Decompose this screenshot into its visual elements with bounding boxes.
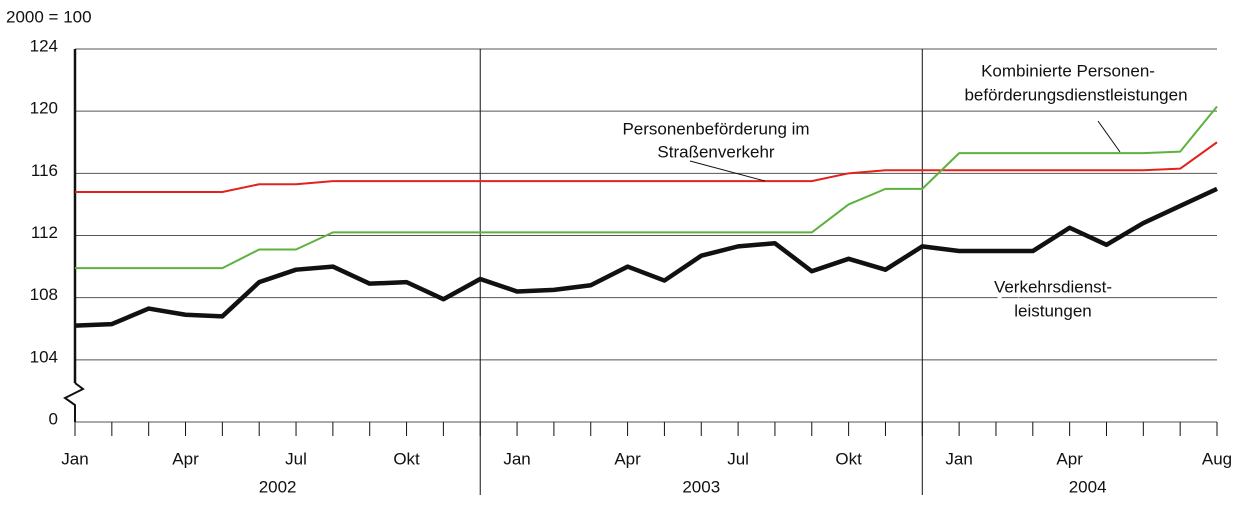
y-tick-label: 0 (49, 409, 58, 428)
y-tick-label: 116 (31, 161, 58, 180)
series-annotation: Personenbeförderung im (622, 119, 809, 138)
series-annotation: leistungen (1014, 301, 1092, 320)
series-line (75, 141, 1218, 193)
x-tick-label: Okt (393, 449, 420, 468)
year-label: 2002 (259, 477, 297, 496)
y-tick-label: 104 (30, 347, 58, 366)
x-tick-label: Okt (835, 449, 862, 468)
x-tick-label: Aug (1202, 449, 1232, 468)
x-tick-label: Jul (285, 449, 307, 468)
axis-break (63, 382, 85, 422)
series-annotation: Straßenverkehr (657, 142, 774, 161)
series-annotation: Verkehrsdienst- (994, 277, 1112, 296)
series-line (75, 105, 1218, 270)
y-tick-label: 120 (30, 99, 58, 118)
x-tick-label: Apr (1056, 449, 1083, 468)
x-tick-label: Apr (614, 449, 641, 468)
x-tick-label: Jan (61, 449, 88, 468)
y-tick-label: 112 (31, 223, 58, 242)
x-tick-label: Jan (945, 449, 972, 468)
unit-label: 2000 = 100 (6, 7, 92, 26)
y-tick-label: 108 (30, 285, 58, 304)
leader-line (1097, 120, 1121, 153)
leader-line (689, 160, 766, 182)
x-tick-label: Jan (503, 449, 530, 468)
series-line (74, 186, 1218, 328)
year-label: 2004 (1069, 477, 1107, 496)
year-label: 2003 (682, 477, 720, 496)
series-annotation: Kombinierte Personen- (981, 61, 1155, 80)
x-tick-label: Apr (172, 449, 199, 468)
y-tick-label: 124 (30, 36, 58, 55)
series-annotation: beförderungsdienstleistungen (964, 85, 1187, 104)
x-tick-label: Jul (727, 449, 749, 468)
